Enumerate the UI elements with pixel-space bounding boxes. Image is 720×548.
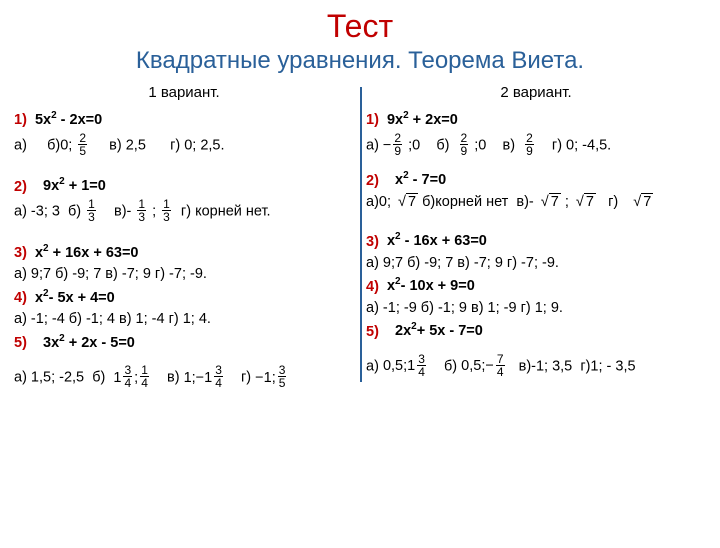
ans-b: б)корней нет xyxy=(422,194,508,210)
ans-a: а) xyxy=(366,358,379,374)
ans-c2: ; xyxy=(565,194,569,210)
ans-c: в) xyxy=(502,137,515,153)
variant-2-column: 2 вариант. 1) 9х2 + 2х=0 а) −29 ;0 б) 29… xyxy=(360,83,712,392)
column-divider xyxy=(360,87,362,382)
frac-2-9b: 29 xyxy=(460,132,469,157)
v2-q2-ans: а)0; 7 б)корней нет в)- 7 ; 7 г) 7 xyxy=(366,193,706,213)
ans-b: б)0; xyxy=(47,137,72,153)
v1-q4-ans: а) -1; -4 б) -1; 4 в) 1; -4 г) 1; 4. xyxy=(14,310,354,330)
v1-q2: 2) 9х2 + 1=0 xyxy=(14,176,354,197)
q-number: 2) xyxy=(14,178,43,194)
q-number: 4) xyxy=(14,290,35,306)
v1-q1-ans: а) б)0; 25 в) 2,5 г) 0; 2,5. xyxy=(14,133,354,158)
v2-q4: 4) х2- 10х + 9=0 xyxy=(366,276,706,297)
ans-d: г) 0; -4,5. xyxy=(552,137,611,153)
frac-1-3: 13 xyxy=(87,198,96,223)
sqrt7c: 7 xyxy=(573,193,596,213)
mix-05-134: 0,5;134 xyxy=(383,358,428,374)
sqrt7b: 7 xyxy=(538,193,561,213)
variant-1-column: 1 вариант. 1) 5х2 - 2х=0 а) б)0; 25 в) 2… xyxy=(8,83,360,392)
ans-a: а) xyxy=(14,137,27,153)
v2-q4-ans: а) -1; -9 б) -1; 9 в) 1; -9 г) 1; 9. xyxy=(366,299,706,319)
ans-a2: ;0 xyxy=(408,137,420,153)
ans-a: а)0; xyxy=(366,194,391,210)
v2-q3: 3) х2 - 16х + 63=0 xyxy=(366,231,706,252)
v1-q3: 3) х2 + 16х + 63=0 xyxy=(14,242,354,263)
ans-d: г)1; - 3,5 xyxy=(580,358,635,374)
frac-2-9a: 29 xyxy=(393,132,402,157)
ans-b: б) xyxy=(444,358,457,374)
ans-c: в)-1; 3,5 xyxy=(519,358,573,374)
v1-q4: 4) х2- 5х + 4=0 xyxy=(14,287,354,308)
ans-c: в)- xyxy=(114,203,131,219)
page-title: Тест xyxy=(0,8,720,45)
ans-d: г) корней нет. xyxy=(181,203,271,219)
mixed-1-3-4: 134;14 xyxy=(113,370,150,386)
v1-q1: 1) 5х2 - 2х=0 xyxy=(14,109,354,130)
variant2-title: 2 вариант. xyxy=(366,83,706,103)
q-number: 5) xyxy=(366,323,395,339)
ans-c2: ; xyxy=(152,203,156,219)
sqrt7d: 7 xyxy=(630,193,653,213)
v2-q2: 2) х2 - 7=0 xyxy=(366,170,706,191)
sqrt7a: 7 xyxy=(395,193,418,213)
frac-2-5: 25 xyxy=(78,132,87,157)
mixed-1-neg1-3-4: 1;−134 xyxy=(184,370,225,386)
ans-c: в) xyxy=(167,370,180,386)
v2-q5: 5) 2х2+ 5х - 7=0 xyxy=(366,321,706,342)
mix-05-neg7-4: 0,5;−74 xyxy=(461,358,506,374)
v2-q3-ans: а) 9;7 б) -9; 7 в) -7; 9 г) -7; -9. xyxy=(366,254,706,274)
ans-b: б) xyxy=(92,370,105,386)
mixed-neg1-3-5: −1;35 xyxy=(255,370,288,386)
v1-q5-ans: а) 1,5; -2,5 б) 134;14 в) 1;−134 г) −1;3… xyxy=(14,365,354,390)
ans-a: а) 1,5; -2,5 xyxy=(14,370,84,386)
v2-q1: 1) 9х2 + 2х=0 xyxy=(366,109,706,130)
ans-a: а) xyxy=(366,137,379,153)
ans-b: б) xyxy=(68,203,81,219)
v1-q5: 5) 3х2 + 2х - 5=0 xyxy=(14,332,354,353)
v1-q2-ans: а) -3; 3 б) 13 в)- 13 ; 13 г) корней нет… xyxy=(14,199,354,224)
frac-2-9c: 29 xyxy=(525,132,534,157)
ans-c: в)- xyxy=(516,194,533,210)
ans-d: г) 0; 2,5. xyxy=(170,137,224,153)
ans-d: г) xyxy=(241,370,251,386)
ans-b2: ;0 xyxy=(474,137,486,153)
page-subtitle: Квадратные уравнения. Теорема Виета. xyxy=(0,47,720,75)
v1-q3-ans: а) 9;7 б) -9; 7 в) -7; 9 г) -7; -9. xyxy=(14,265,354,285)
q-number: 3) xyxy=(14,245,35,261)
q-number: 1) xyxy=(366,112,387,128)
content-wrap: 1 вариант. 1) 5х2 - 2х=0 а) б)0; 25 в) 2… xyxy=(0,83,720,392)
v2-q5-ans: а) 0,5;134 б) 0,5;−74 в)-1; 3,5 г)1; - 3… xyxy=(366,354,706,379)
q-number: 3) xyxy=(366,233,387,249)
q-number: 4) xyxy=(366,278,387,294)
q-number: 1) xyxy=(14,112,35,128)
ans-a: а) -3; 3 xyxy=(14,203,60,219)
frac-1-3b: 13 xyxy=(137,198,146,223)
variant1-title: 1 вариант. xyxy=(14,83,354,103)
q-number: 5) xyxy=(14,335,43,351)
q-number: 2) xyxy=(366,172,395,188)
v2-q1-ans: а) −29 ;0 б) 29 ;0 в) 29 г) 0; -4,5. xyxy=(366,133,706,158)
frac-1-3c: 13 xyxy=(162,198,171,223)
ans-d: г) xyxy=(608,194,618,210)
ans-c: в) 2,5 xyxy=(109,137,146,153)
ans-b: б) xyxy=(436,137,449,153)
